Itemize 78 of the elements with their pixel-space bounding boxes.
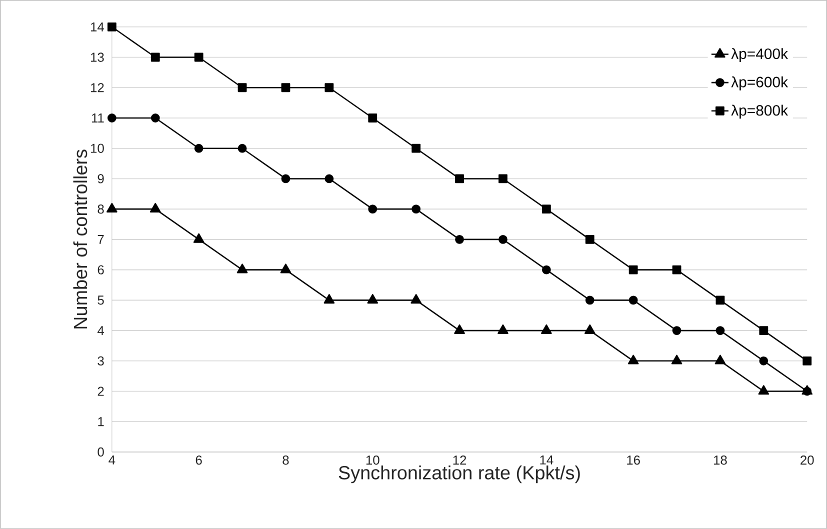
y-tick-label: 0 <box>98 447 104 457</box>
point <box>455 235 464 244</box>
y-tick-label: 7 <box>98 235 104 244</box>
y-tick-label: 5 <box>98 296 104 305</box>
point <box>759 356 768 366</box>
point <box>628 354 639 364</box>
point <box>671 354 682 364</box>
point <box>542 265 551 274</box>
point <box>585 296 594 305</box>
y-tick-label: 3 <box>98 356 104 366</box>
point <box>542 204 551 214</box>
point <box>412 144 421 153</box>
point <box>584 324 596 334</box>
point <box>150 202 161 213</box>
legend-label: λp=800k <box>731 104 788 119</box>
x-tick-label: 14 <box>540 456 554 464</box>
x-tick-label: 8 <box>282 456 289 465</box>
x-tick-label: 18 <box>714 456 727 465</box>
point <box>412 204 421 214</box>
point <box>238 144 247 153</box>
point <box>281 174 290 184</box>
y-tick-label: 10 <box>90 144 104 153</box>
point <box>541 324 552 334</box>
x-axis-title: Synchronization rate (Kpkt/s) <box>338 466 580 484</box>
y-tick-label: 2 <box>98 386 104 396</box>
point <box>150 52 160 62</box>
point <box>455 174 464 184</box>
point <box>454 324 465 334</box>
point <box>628 296 638 305</box>
y-tick-label: 4 <box>98 326 104 336</box>
legend-label: λp=400k <box>731 48 788 62</box>
point <box>281 83 290 92</box>
point <box>672 265 682 274</box>
point <box>759 326 768 336</box>
point <box>107 22 116 32</box>
x-tick-label: 20 <box>800 456 814 465</box>
y-tick-label: 6 <box>98 265 104 274</box>
point <box>367 294 378 304</box>
point <box>802 356 812 366</box>
point <box>280 264 292 274</box>
point <box>498 174 508 184</box>
y-tick-label: 11 <box>92 114 104 122</box>
x-tick-label: 4 <box>108 456 116 464</box>
point <box>714 354 726 364</box>
point <box>107 114 116 122</box>
x-tick-label: 6 <box>196 456 202 465</box>
point <box>194 52 204 62</box>
x-tick-label: 10 <box>366 456 380 465</box>
point <box>716 326 725 336</box>
y-tick-label: 13 <box>90 52 104 62</box>
point <box>585 235 594 244</box>
x-tick-label: 12 <box>453 456 466 465</box>
y-tick-label: 9 <box>98 174 104 184</box>
y-tick-label: 1 <box>98 417 104 426</box>
point <box>628 265 638 274</box>
point <box>368 204 378 214</box>
point <box>498 235 508 244</box>
point <box>194 144 204 153</box>
point <box>106 202 118 213</box>
point <box>193 233 204 243</box>
point <box>324 174 334 184</box>
y-tick-label: 14 <box>90 22 104 32</box>
point <box>672 326 682 336</box>
point <box>238 83 247 92</box>
y-tick-label: 8 <box>98 204 104 214</box>
point <box>236 264 248 274</box>
point <box>368 114 378 122</box>
legend-label: λp=600k <box>731 76 788 90</box>
point <box>716 296 725 305</box>
y-axis-title: Number of controllers <box>73 150 88 328</box>
point <box>498 324 508 334</box>
y-tick-label: 12 <box>90 83 104 92</box>
point <box>150 114 160 122</box>
x-tick-label: 16 <box>627 456 640 465</box>
point <box>324 294 335 304</box>
point <box>758 385 770 395</box>
point <box>324 83 334 92</box>
point <box>410 294 422 304</box>
